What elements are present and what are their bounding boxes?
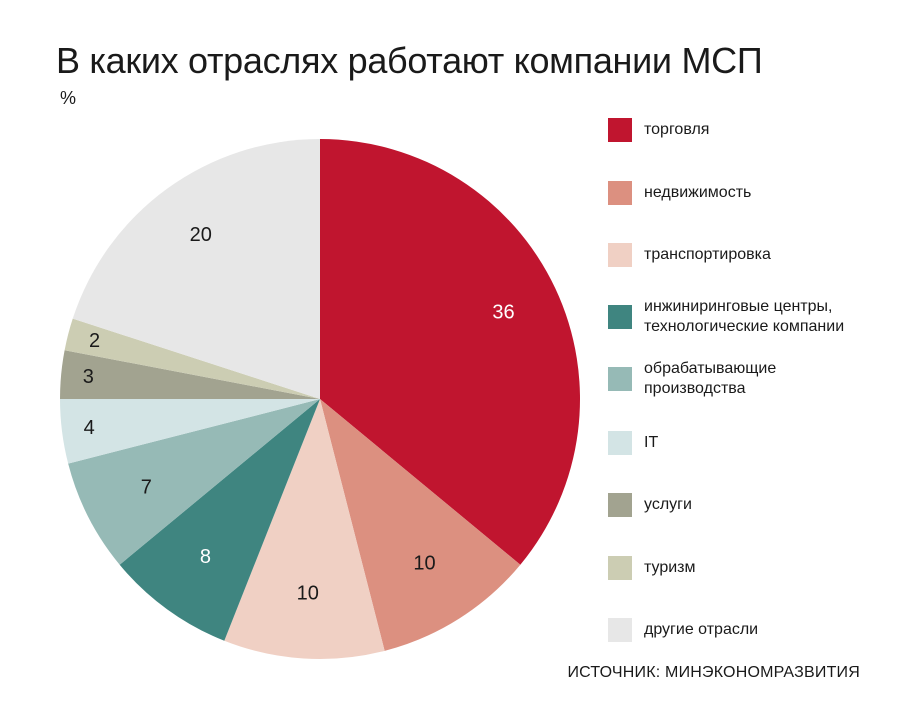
legend-label-line: другие отрасли [644, 621, 759, 638]
legend-label: услуги [644, 495, 692, 515]
legend-item: недвижимость [608, 180, 751, 205]
legend-label-line: технологические компании [644, 317, 845, 335]
legend-swatch [608, 180, 632, 205]
legend-swatch [608, 555, 632, 580]
pie-slice-5 [60, 399, 320, 464]
slice-value-label: 4 [84, 417, 95, 439]
slice-value-label: 20 [190, 224, 212, 246]
legend-label-line: инжиниринговые центры, [644, 297, 833, 315]
legend-label-line: торговля [644, 121, 710, 138]
legend-swatch [608, 493, 632, 517]
legend-item: обрабатывающие производства [608, 359, 776, 399]
legend-item: услуги [608, 493, 692, 517]
legend-label: обрабатывающие производства [644, 359, 776, 399]
legend-label: другие отрасли [644, 620, 758, 640]
legend-label-line: недвижимость [644, 183, 752, 201]
pie-slice-2 [224, 399, 385, 659]
legend-label-line: услуги [644, 496, 692, 513]
slice-value-label: 8 [200, 546, 211, 568]
legend-item: другие отрасли [608, 618, 758, 642]
legend-swatch [608, 243, 632, 267]
chart-title: В каких отраслях работают компании МСП [56, 40, 763, 81]
pie-slice-7 [64, 318, 320, 399]
legend-item: торговля [608, 118, 709, 142]
legend-label: транспортировка [644, 245, 771, 265]
pie-slice-6 [60, 350, 320, 399]
legend-label-line: туризм [644, 558, 696, 576]
legend-label: торговля [644, 120, 709, 140]
pie-slice-8 [72, 139, 320, 399]
legend-label: инжиниринговые центры, технологические ко… [644, 297, 844, 337]
slice-value-label: 36 [492, 302, 514, 324]
legend-label-line: обрабатывающие [644, 360, 777, 377]
slice-value-label: 10 [413, 553, 435, 575]
legend-swatch [608, 430, 632, 455]
legend-item: инжиниринговые центры, технологические ко… [608, 297, 844, 337]
legend-label-line: IT [644, 433, 659, 451]
legend-item: транспортировка [608, 243, 771, 267]
legend-item: IT [608, 430, 658, 455]
legend-label: недвижимость [644, 183, 751, 203]
pie-slice-0 [320, 139, 581, 565]
legend-label-line: транспортировка [644, 246, 771, 263]
chart-unit: % [60, 88, 77, 108]
legend-label: IT [644, 433, 658, 453]
legend-swatch [608, 618, 632, 642]
legend-swatch [608, 304, 632, 329]
slice-value-label: 10 [297, 583, 319, 605]
pie-slice-4 [68, 399, 320, 565]
slice-value-label: 2 [89, 330, 100, 352]
source-note: ИСТОЧНИК: МИНЭКОНОМРАЗВИТИЯ [567, 664, 860, 681]
slice-value-label: 3 [83, 366, 94, 388]
slice-value-label: 7 [141, 477, 152, 499]
pie-slice-1 [320, 399, 521, 651]
legend-item: туризм [608, 555, 696, 580]
legend-swatch [608, 367, 632, 391]
legend-swatch [608, 118, 632, 142]
legend-label: туризм [644, 558, 696, 578]
pie-slice-3 [119, 399, 320, 641]
legend-label-line: производства [644, 380, 746, 397]
